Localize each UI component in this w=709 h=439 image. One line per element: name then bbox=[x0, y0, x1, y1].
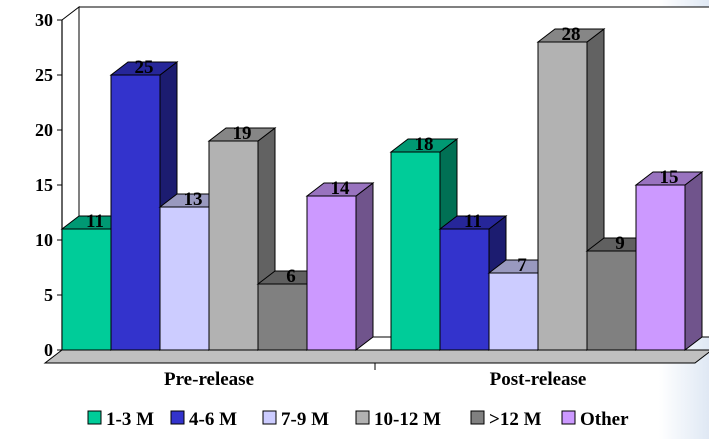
data-label: 28 bbox=[562, 24, 581, 45]
legend-swatch bbox=[170, 410, 185, 425]
y-tick-label: 5 bbox=[44, 285, 53, 305]
legend-item: 7-9 M bbox=[262, 409, 329, 430]
legend-item: 4-6 M bbox=[170, 409, 237, 430]
bar-front bbox=[208, 140, 259, 351]
bar-front bbox=[390, 151, 441, 351]
bar-front bbox=[586, 250, 637, 351]
legend-label: 7-9 M bbox=[281, 409, 329, 430]
data-label: 13 bbox=[184, 189, 203, 210]
bar-front bbox=[257, 283, 308, 351]
data-label: 6 bbox=[286, 266, 296, 287]
legend-swatch bbox=[262, 410, 277, 425]
x-category-label: Pre-release bbox=[164, 369, 254, 390]
legend-swatch bbox=[561, 410, 576, 425]
legend-item: 1-3 M bbox=[87, 409, 154, 430]
data-label: 7 bbox=[517, 255, 527, 276]
legend-label: 10-12 M bbox=[374, 409, 441, 430]
legend-label: >12 M bbox=[489, 409, 542, 430]
data-label: 9 bbox=[615, 233, 625, 254]
y-tick-label: 15 bbox=[35, 175, 53, 195]
legend-item: 10-12 M bbox=[355, 409, 441, 430]
bar-front bbox=[635, 184, 686, 351]
legend-item: >12 M bbox=[470, 409, 542, 430]
data-label: 11 bbox=[464, 211, 482, 232]
floor bbox=[43, 349, 709, 364]
bar-front bbox=[61, 228, 112, 351]
legend-label: 4-6 M bbox=[189, 409, 237, 430]
bar bbox=[305, 181, 375, 352]
y-tick-label: 25 bbox=[35, 65, 53, 85]
bar bbox=[634, 170, 704, 352]
legend-swatch bbox=[355, 410, 370, 425]
x-category-label: Post-release bbox=[490, 369, 587, 390]
legend-label: 1-3 M bbox=[106, 409, 154, 430]
legend-item: Other bbox=[561, 409, 629, 430]
data-label: 11 bbox=[86, 211, 104, 232]
y-tick-label: 10 bbox=[35, 230, 53, 250]
bar-side bbox=[355, 181, 374, 352]
data-label: 18 bbox=[415, 134, 434, 155]
data-label: 15 bbox=[660, 167, 679, 188]
bar-front bbox=[159, 206, 210, 351]
bar-front bbox=[439, 228, 490, 351]
bar-front bbox=[110, 74, 161, 351]
y-tick-label: 0 bbox=[44, 340, 53, 360]
data-label: 14 bbox=[331, 178, 351, 199]
bar-front bbox=[537, 41, 588, 351]
bar-side bbox=[684, 170, 703, 352]
legend-swatch bbox=[470, 410, 485, 425]
legend-swatch bbox=[87, 410, 102, 425]
data-label: 19 bbox=[233, 123, 252, 144]
legend-label: Other bbox=[580, 409, 629, 430]
data-label: 25 bbox=[135, 57, 154, 78]
bar-front bbox=[306, 195, 357, 351]
y-tick-label: 30 bbox=[35, 10, 53, 30]
bar-front bbox=[488, 272, 539, 351]
y-tick-label: 20 bbox=[35, 120, 53, 140]
